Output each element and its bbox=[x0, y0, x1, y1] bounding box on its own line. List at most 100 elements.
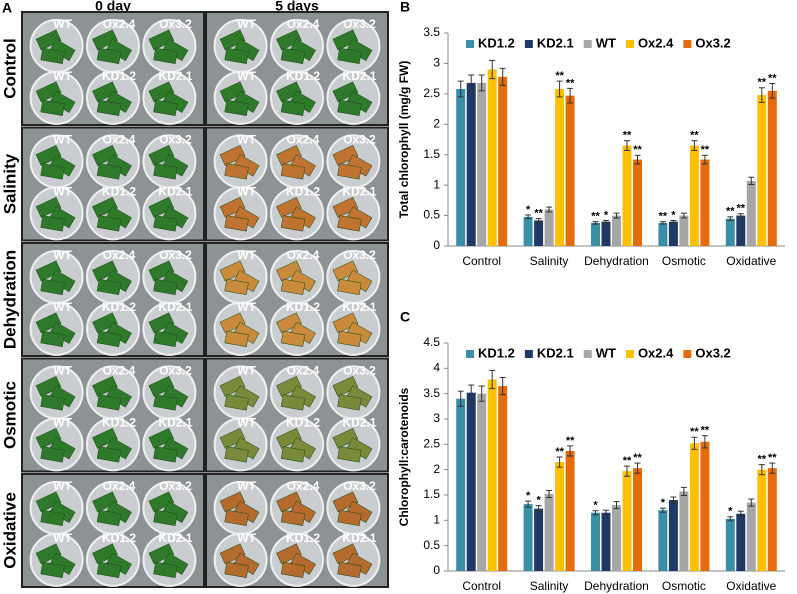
error-bar bbox=[468, 74, 475, 92]
error-bar bbox=[525, 500, 532, 508]
leaf bbox=[280, 47, 306, 65]
leaf bbox=[148, 196, 175, 218]
leaf bbox=[276, 29, 302, 51]
well-label: WT bbox=[237, 17, 256, 31]
error-bar bbox=[701, 154, 708, 165]
legend-swatch bbox=[625, 350, 634, 358]
leaf bbox=[337, 215, 362, 232]
leaf bbox=[96, 330, 122, 347]
well-label: Ox2.4 bbox=[103, 479, 136, 493]
bar bbox=[689, 443, 699, 571]
well-label: WT bbox=[53, 364, 72, 378]
bar bbox=[668, 221, 678, 246]
leaf bbox=[276, 312, 302, 334]
significance-label: ** bbox=[726, 206, 735, 218]
well-label: WT bbox=[237, 248, 256, 262]
x-tick-label: Osmotic bbox=[662, 579, 706, 593]
y-tick-label: 0 bbox=[433, 563, 440, 577]
well-label: KD2.1 bbox=[158, 416, 192, 430]
error-bar bbox=[624, 465, 630, 477]
leaf bbox=[92, 144, 118, 166]
y-tick-label: 3.5 bbox=[423, 386, 440, 400]
error-bar bbox=[603, 509, 609, 516]
significance-label: ** bbox=[690, 426, 699, 438]
leaf bbox=[224, 163, 249, 180]
y-tick-label: 1 bbox=[433, 177, 440, 191]
legend-swatch bbox=[583, 40, 592, 48]
well-label: KD1.2 bbox=[286, 69, 320, 83]
bar bbox=[487, 69, 497, 246]
significance-label: ** bbox=[623, 130, 632, 142]
bar bbox=[757, 469, 767, 571]
leaf bbox=[92, 81, 118, 103]
error-bar bbox=[670, 219, 677, 224]
well-label: WT bbox=[53, 416, 72, 430]
panel-label: A bbox=[2, 0, 12, 16]
significance-label: ** bbox=[534, 208, 543, 220]
leaf bbox=[153, 47, 178, 65]
well-label: WT bbox=[237, 300, 256, 314]
y-tick-label: 0.5 bbox=[423, 538, 440, 552]
bar bbox=[612, 215, 621, 246]
y-tick-label: 1.5 bbox=[423, 147, 440, 161]
leaf bbox=[224, 561, 249, 578]
well-label: KD1.2 bbox=[286, 300, 320, 314]
well-label: KD1.2 bbox=[102, 531, 136, 545]
leaf bbox=[224, 278, 249, 296]
significance-label: ** bbox=[659, 211, 668, 223]
well-label: WT bbox=[237, 133, 256, 147]
significance-label: * bbox=[728, 506, 733, 518]
error-bar bbox=[659, 507, 666, 513]
leaf bbox=[280, 446, 306, 463]
y-axis-label: Chlorophyll:carotenoids bbox=[397, 387, 411, 526]
leaf bbox=[96, 163, 122, 180]
leaf bbox=[224, 330, 249, 347]
significance-label: ** bbox=[555, 446, 564, 458]
well-label: Ox3.2 bbox=[343, 364, 376, 378]
well-label: Ox3.2 bbox=[159, 133, 192, 147]
x-tick-label: Salinity bbox=[530, 579, 569, 593]
error-bar bbox=[556, 456, 563, 468]
leaf bbox=[35, 491, 62, 513]
well-label: WT bbox=[237, 69, 256, 83]
bar bbox=[668, 500, 678, 571]
leaf bbox=[92, 375, 118, 397]
leaf bbox=[96, 561, 122, 578]
well-label: WT bbox=[53, 479, 72, 493]
error-bar bbox=[769, 462, 776, 474]
significance-label: ** bbox=[758, 454, 767, 466]
leaf bbox=[148, 375, 175, 397]
well-label: WT bbox=[53, 17, 72, 31]
leaf bbox=[148, 260, 175, 282]
bar bbox=[565, 450, 575, 571]
legend-label: Ox2.4 bbox=[638, 35, 674, 50]
leaf bbox=[337, 330, 362, 347]
significance-label: * bbox=[536, 495, 541, 507]
leaf bbox=[224, 215, 249, 232]
legend-label: KD2.1 bbox=[537, 345, 574, 360]
leaf bbox=[280, 215, 306, 232]
panel-label: B bbox=[400, 0, 410, 15]
bar bbox=[633, 159, 642, 246]
well-label: KD1.2 bbox=[102, 185, 136, 199]
leaf bbox=[280, 330, 306, 347]
significance-label: ** bbox=[690, 130, 699, 142]
bar bbox=[622, 145, 632, 246]
leaf bbox=[219, 260, 246, 282]
well-label: WT bbox=[237, 185, 256, 199]
x-tick-label: Control bbox=[462, 579, 501, 593]
bar bbox=[689, 145, 699, 246]
error-bar bbox=[567, 445, 574, 457]
bar bbox=[746, 502, 756, 571]
error-bar bbox=[737, 510, 744, 517]
significance-label: ** bbox=[701, 425, 710, 437]
error-bar bbox=[457, 390, 464, 407]
well-label: KD2.1 bbox=[158, 300, 192, 314]
y-tick-label: 2.5 bbox=[423, 86, 440, 100]
significance-label: ** bbox=[566, 77, 575, 89]
well-label: KD2.1 bbox=[342, 531, 376, 545]
leaf bbox=[40, 330, 65, 347]
error-bar bbox=[556, 80, 563, 98]
bar bbox=[612, 505, 621, 571]
well-label: KD1.2 bbox=[102, 69, 136, 83]
